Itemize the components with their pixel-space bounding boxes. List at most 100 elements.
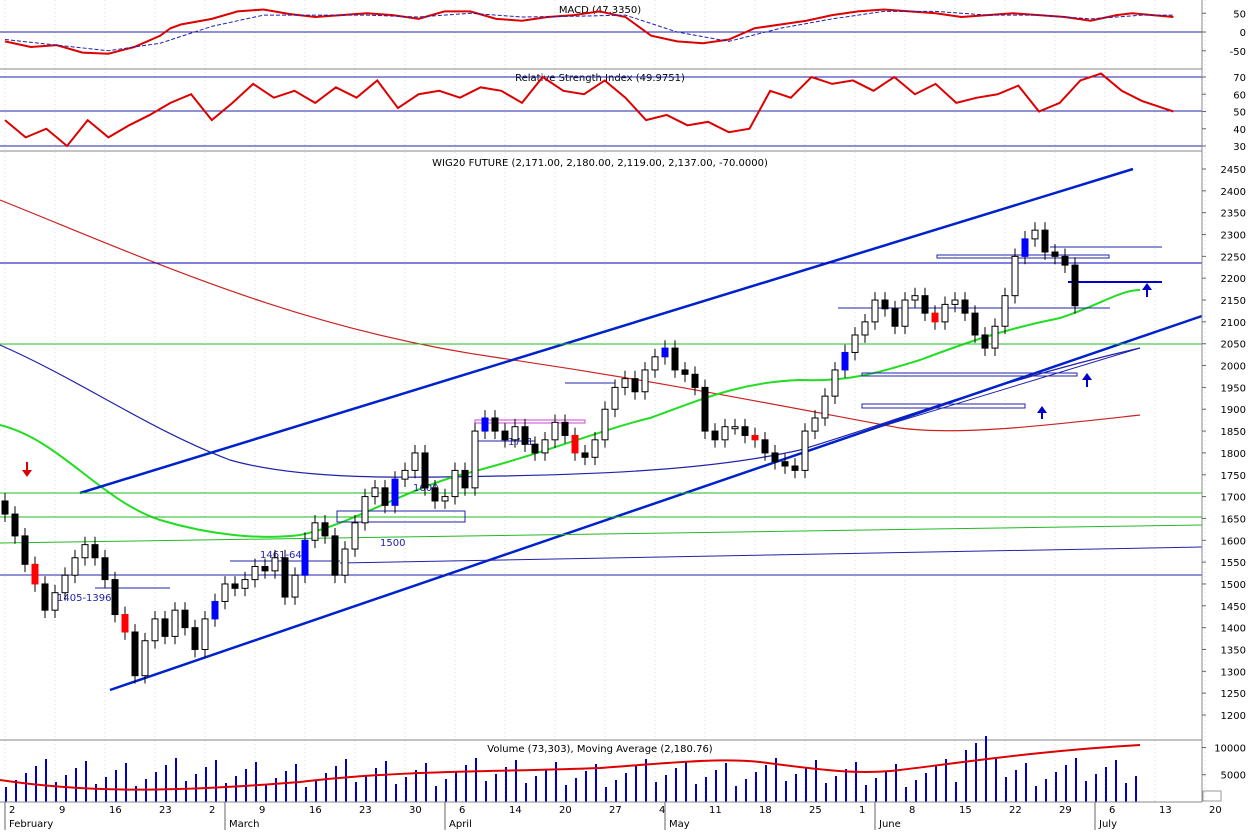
macd-panel: MACD (47.3350) (0, 5, 1202, 70)
candle-body (311, 522, 319, 541)
x-tick-label: 20 (559, 805, 572, 816)
volume-panel: Volume (73,303), Moving Average (2,180.7… (0, 736, 1141, 802)
candle-body (221, 583, 229, 602)
candle-body (1041, 229, 1049, 253)
candle-body (611, 386, 619, 410)
y-tick-label: 2150 (1221, 296, 1246, 307)
channel-lower-line (109, 314, 1203, 692)
candle-body (921, 295, 929, 314)
candle-body (301, 539, 309, 576)
y-tick-label: 2300 (1221, 231, 1246, 242)
arrow-up-icon (1142, 283, 1152, 297)
candle-body (641, 369, 649, 393)
y-tick-label: 1700 (1221, 493, 1246, 504)
candle-body (381, 487, 389, 506)
y-tick-label: 2000 (1221, 362, 1246, 373)
candle-body (1071, 264, 1079, 307)
y-tick-label: 1850 (1221, 427, 1246, 438)
candlesticks (1, 222, 1079, 684)
x-tick-label: 4 (659, 805, 665, 816)
candle-body (591, 439, 599, 458)
candle-body (71, 557, 79, 576)
price-title: WIG20 FUTURE (2,171.00, 2,180.00, 2,119.… (432, 158, 768, 169)
x-tick-label: 25 (809, 805, 822, 816)
annotation-1405: 1405-1396 (57, 593, 112, 604)
candle-body (621, 378, 629, 388)
scale-toggle-button[interactable] (1202, 790, 1222, 802)
candle-body (601, 408, 609, 441)
candle-body (771, 452, 779, 463)
candle-body (491, 417, 499, 432)
candle-body (441, 496, 449, 502)
y-axis-ticks: 50 0 -50 70 60 50 40 30 2450 2400 2350 2300 2250 2200… (1202, 9, 1246, 782)
x-tick-label: 16 (109, 805, 122, 816)
annotation-1461: 1461-64 (260, 550, 302, 561)
candle-body (851, 334, 859, 353)
candle-body (1011, 255, 1019, 297)
y-tick-label: 2050 (1221, 340, 1246, 351)
month-label: April (449, 819, 472, 830)
x-tick-label: 14 (509, 805, 522, 816)
y-tick-label: 40 (1233, 125, 1246, 136)
candle-body (321, 522, 329, 537)
candle-body (951, 299, 959, 305)
candle-body (451, 469, 459, 498)
candle-body (861, 321, 869, 336)
ma-mid-line (0, 344, 1141, 478)
candle-body (1021, 238, 1029, 257)
x-tick-label: 15 (959, 805, 972, 816)
y-tick-label: 2400 (1221, 187, 1246, 198)
candle-body (631, 378, 639, 393)
candle-body (531, 443, 539, 454)
arrow-up-icon (1037, 406, 1047, 419)
volume-ma-line (0, 744, 1141, 791)
candle-body (391, 478, 399, 506)
candle-body (331, 535, 339, 576)
x-tick-label: 16 (309, 805, 322, 816)
y-tick-label: 2350 (1221, 209, 1246, 220)
candle-body (291, 574, 299, 598)
candle-body (581, 452, 589, 458)
x-tick-label: 11 (709, 805, 722, 816)
x-tick-label: 9 (259, 805, 265, 816)
y-tick-label: 30 (1233, 142, 1246, 153)
channel-upper-line (79, 167, 1134, 495)
x-tick-label: 13 (1159, 805, 1172, 816)
level-line-slanted-2 (339, 546, 1203, 564)
candle-body (141, 640, 149, 677)
x-tick-label: 1 (859, 805, 865, 816)
signal-line (4, 10, 1174, 52)
arrow-up-icon (1082, 373, 1092, 387)
candle-body (281, 557, 289, 598)
rsi-panel: Relative Strength Index (49.9751) (0, 72, 1202, 152)
candle-body (191, 627, 199, 650)
candle-body (421, 452, 429, 489)
candle-body (171, 609, 179, 637)
candle-body (931, 312, 939, 323)
candle-body (761, 439, 769, 454)
candle-body (411, 452, 419, 471)
candle-body (261, 565, 269, 572)
y-tick-label: 1750 (1221, 471, 1246, 482)
y-tick-label: 60 (1233, 90, 1246, 101)
candle-body (371, 487, 379, 498)
candle-body (121, 614, 129, 633)
x-tick-label: 18 (759, 805, 772, 816)
y-tick-label: 1300 (1221, 667, 1246, 678)
macd-line (4, 8, 1174, 55)
candle-body (181, 609, 189, 629)
y-tick-label: 70 (1233, 73, 1246, 84)
candle-body (741, 426, 749, 436)
candle-body (571, 434, 579, 454)
candle-body (21, 535, 29, 565)
candle-body (151, 618, 159, 642)
y-tick-label: 10000 (1214, 743, 1246, 754)
candle-body (711, 430, 719, 441)
volume-title: Volume (73,303), Moving Average (2,180.7… (487, 744, 713, 755)
candle-body (541, 439, 549, 454)
y-tick-label: 1900 (1221, 405, 1246, 416)
y-tick-label: 1950 (1221, 383, 1246, 394)
y-tick-label: 1600 (1221, 536, 1246, 547)
ma-fast-line (0, 289, 1141, 538)
